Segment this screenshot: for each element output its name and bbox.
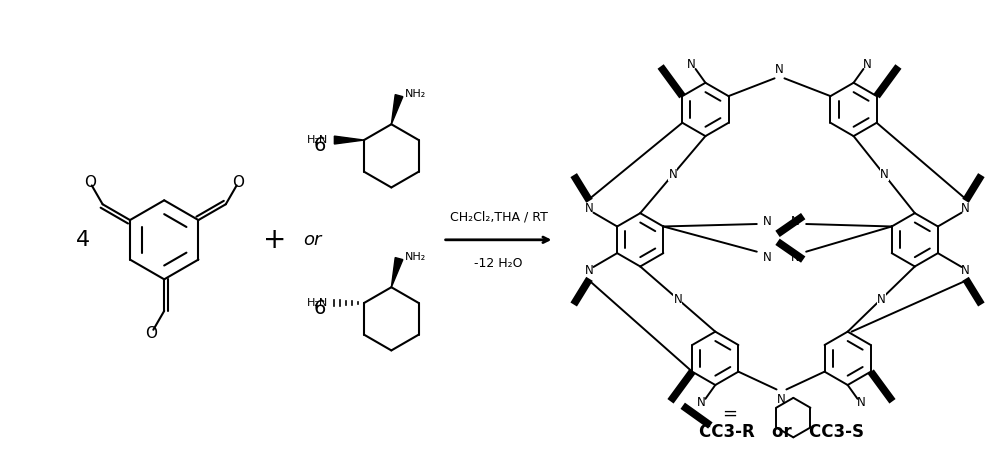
Polygon shape [391,257,403,287]
Text: 6: 6 [314,299,326,319]
Text: N: N [697,396,706,410]
Text: NH₂: NH₂ [405,89,426,99]
Text: CH₂Cl₂,THA / RT: CH₂Cl₂,THA / RT [450,210,547,223]
Text: +: + [263,226,287,254]
Text: N: N [791,251,800,264]
Text: N: N [763,215,772,228]
Text: 4: 4 [76,230,90,250]
Text: N: N [863,58,872,72]
Text: N: N [880,168,889,181]
Text: -12 H₂O: -12 H₂O [474,256,523,270]
Text: N: N [877,292,886,306]
Text: =: = [723,405,738,423]
Text: N: N [585,265,594,278]
Text: N: N [668,168,677,181]
Polygon shape [334,136,364,144]
Text: N: N [961,202,970,215]
Text: N: N [687,58,696,72]
Text: O: O [145,326,157,341]
Text: N: N [673,292,682,306]
Text: CC3-R   or   CC3-S: CC3-R or CC3-S [699,423,864,441]
Text: H₂N: H₂N [307,298,328,308]
Text: N: N [857,396,866,410]
Text: N: N [763,251,772,264]
Text: N: N [791,215,800,228]
Text: NH₂: NH₂ [405,252,426,261]
Text: or: or [303,231,322,249]
Text: N: N [585,202,594,215]
Text: O: O [233,175,245,189]
Polygon shape [391,94,403,124]
Text: 6: 6 [314,136,326,156]
Text: N: N [775,63,784,76]
Text: N: N [961,265,970,278]
Text: N: N [777,393,786,406]
Text: H₂N: H₂N [307,135,328,145]
Text: O: O [84,175,96,189]
